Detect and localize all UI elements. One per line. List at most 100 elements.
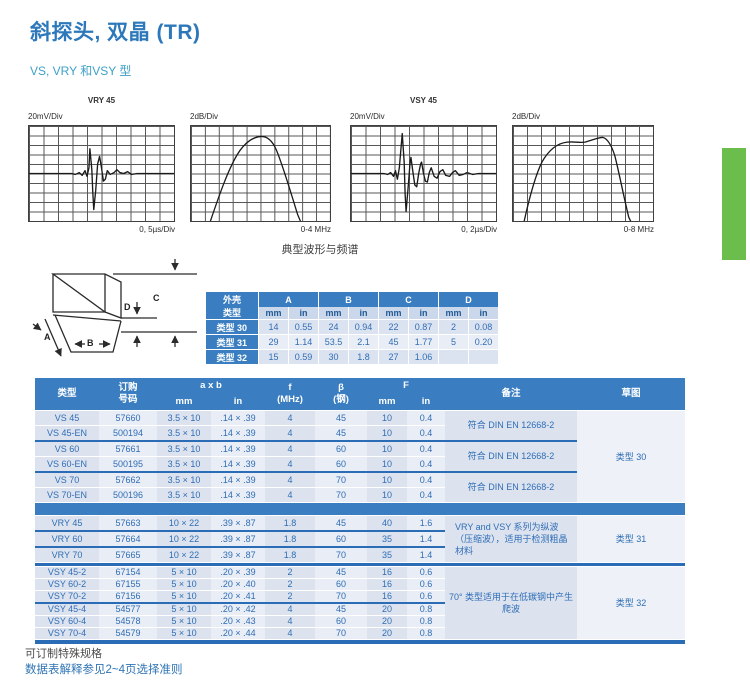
table-cell: 57664: [99, 529, 157, 547]
table-row: VS 70 57662 3.5 × 10.14 × .39 4 70 10 0.4 符合 DI…: [35, 470, 685, 503]
table-cell: VRY 45: [35, 514, 99, 531]
dim-label-c: C: [153, 293, 160, 303]
chart-group-label-vry45: VRY 45: [87, 96, 116, 105]
table-cell: .20 × .44: [211, 626, 265, 640]
table-cell: .14 × .39: [211, 455, 265, 472]
housing-cell: 2: [438, 319, 469, 335]
probe-outline-drawing: [32, 259, 197, 357]
main-header-row-1: 类型 订购 号码 a x b f (MHz) β (钢) F 备注 草图: [35, 378, 685, 411]
table-cell: 54578: [99, 614, 157, 628]
table-cell: 4: [265, 455, 315, 472]
chart-grid: [350, 125, 497, 222]
housing-cell: 0.87: [408, 319, 439, 335]
housing-row: 类型 31 29 1.14 53.5 2.1 45 1.77 5 0.20: [205, 334, 498, 350]
table-cell: 45: [315, 409, 367, 426]
table-cell: 3.5 × 10: [157, 470, 211, 488]
sketch-cell: 类型 31: [577, 514, 685, 563]
table-cell: 0.4: [407, 439, 445, 457]
table-cell: 20: [367, 601, 407, 616]
table-row: VSY 45-4 54577 5 × 10.20 × .42 4 45 20 0.8: [35, 601, 685, 616]
table-cell: 2: [265, 589, 315, 603]
table-cell: VSY 70-4: [35, 626, 99, 640]
housing-cell: 1.14: [288, 334, 319, 350]
separator-band-cell: [35, 638, 685, 644]
table-cell: VS 70-EN: [35, 486, 99, 503]
housing-cell: 53.5: [318, 334, 349, 350]
table-cell: 57661: [99, 439, 157, 457]
unit-label: mm: [318, 307, 349, 320]
table-cell: .20 × .41: [211, 589, 265, 603]
housing-table-body: 类型 30 14 0.55 24 0.94 22 0.87 2 0.08 类型 31 29 1.14 5…: [205, 319, 498, 364]
table-cell: 3.5 × 10: [157, 455, 211, 472]
separator-band: [35, 638, 685, 644]
page-subtitle: VS, VRY 和VSY 型: [30, 64, 132, 78]
housing-cell: 22: [378, 319, 409, 335]
page-title: 斜探头, 双晶 (TR): [30, 21, 201, 44]
table-cell: 45: [315, 601, 367, 616]
unit-label: in: [288, 307, 319, 320]
chart-x-axis-label: 0, 5µs/Div: [139, 225, 175, 234]
selection-criteria-link[interactable]: 数据表解释参见2~4页选择准则: [25, 664, 183, 676]
table-cell: 500196: [99, 486, 157, 503]
table-cell: 0.4: [407, 470, 445, 488]
table-cell: 57662: [99, 470, 157, 488]
table-cell: 0.6: [407, 565, 445, 579]
table-row: VRY 70 57665 10 × 22.39 × .87 1.8 70 35 1.4: [35, 545, 685, 563]
chart-vsy45-spectrum: 2dB/Div 0-8 MHz: [512, 112, 654, 234]
table-row: VSY 45-2 67154 5 × 10.20 × .39 2 45 16 0.6 70° …: [35, 565, 685, 640]
table-cell: 70: [315, 626, 367, 640]
housing-cell: 0.94: [348, 319, 379, 335]
table-cell: 1.8: [265, 514, 315, 531]
table-row: VSY 60-2 67155 5 × 10.20 × .40 2 60 16 0.6: [35, 577, 685, 591]
table-cell: 60: [315, 577, 367, 591]
housing-cell: [438, 349, 469, 364]
table-row: VS 45-EN 500194 3.5 × 10.14 × .39 4 45 10 0.4: [35, 424, 685, 441]
axb-mm: mm: [157, 393, 211, 411]
table-cell: .20 × .39: [211, 565, 265, 579]
table-cell: 45: [315, 565, 367, 579]
chart-y-axis-label: 2dB/Div: [190, 112, 219, 121]
table-cell: 3.5 × 10: [157, 486, 211, 503]
separator-band-cell: [35, 501, 685, 516]
table-cell: 57663: [99, 514, 157, 531]
chart-x-axis-label: 0-4 MHz: [300, 225, 331, 234]
housing-row-label: 类型 30: [205, 319, 259, 335]
separator-band-cell: [35, 561, 685, 567]
housing-header-row: 外壳 类型 A B C D: [205, 292, 498, 320]
table-cell: 0.6: [407, 577, 445, 591]
remark-cell: 符合 DIN EN 12668-2: [445, 409, 577, 441]
chart-grid: [512, 125, 654, 222]
chart-y-axis-label: 2dB/Div: [512, 112, 541, 121]
chart-x-axis-label: 0, 2µs/Div: [461, 225, 497, 234]
chart-group-label-vsy45: VSY 45: [410, 96, 437, 105]
table-cell: 0.4: [407, 486, 445, 503]
housing-row-label: 类型 31: [205, 334, 259, 350]
table-cell: 5 × 10: [157, 565, 211, 579]
table-cell: 500194: [99, 424, 157, 441]
table-cell: 70: [315, 486, 367, 503]
table-cell: VS 45: [35, 409, 99, 426]
table-cell: 10: [367, 455, 407, 472]
table-cell: 4: [265, 470, 315, 488]
housing-cell: 29: [258, 334, 289, 350]
table-cell: 5 × 10: [157, 614, 211, 628]
housing-cell: 27: [378, 349, 409, 364]
housing-cell: 14: [258, 319, 289, 335]
table-cell: 40: [367, 514, 407, 531]
table-cell: 0.4: [407, 424, 445, 441]
remark-cell: VRY and VSY 系列为纵波（压缩波），适用于检测粗晶材料: [445, 514, 577, 563]
housing-cell: 1.06: [408, 349, 439, 364]
corner-line2: 类型: [222, 307, 241, 318]
housing-cell: [468, 349, 498, 364]
col-beta: β (钢): [315, 378, 367, 411]
table-cell: 1.4: [407, 545, 445, 563]
table-cell: 0.8: [407, 601, 445, 616]
housing-cell: 0.08: [468, 319, 498, 335]
table-cell: 1.6: [407, 514, 445, 531]
table-cell: 3.5 × 10: [157, 409, 211, 426]
col-a: A: [258, 292, 319, 307]
f-in: in: [407, 393, 445, 411]
axb-in: in: [211, 393, 265, 411]
unit-label: in: [408, 307, 439, 320]
unit-label: mm: [438, 307, 469, 320]
